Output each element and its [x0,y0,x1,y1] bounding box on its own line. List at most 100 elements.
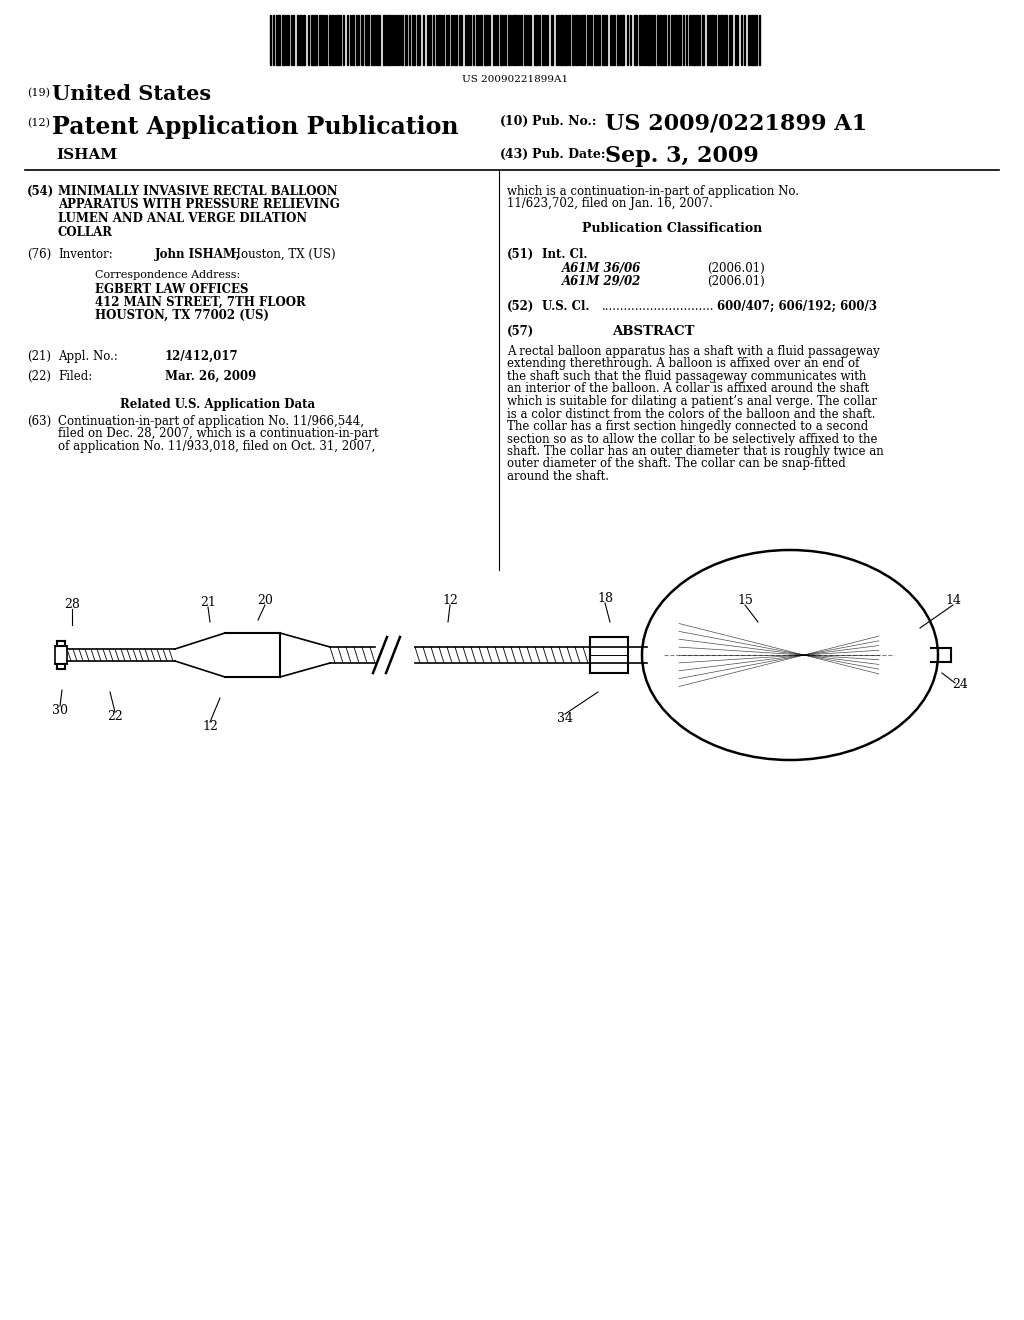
Bar [476,15,479,65]
Bar [406,15,407,65]
Bar [287,15,289,65]
Text: (12): (12) [27,117,50,128]
Text: (54): (54) [27,185,54,198]
Text: Int. Cl.: Int. Cl. [542,248,588,261]
Text: 20: 20 [257,594,273,607]
Text: around the shaft.: around the shaft. [507,470,609,483]
Bar [610,15,612,65]
Bar [647,15,650,65]
Text: Pub. No.:: Pub. No.: [532,115,597,128]
Bar [696,15,698,65]
Text: (63): (63) [27,414,51,428]
Bar [755,15,757,65]
Bar [707,15,709,65]
Bar [617,15,618,65]
Text: (2006.01): (2006.01) [707,261,765,275]
Text: Inventor:: Inventor: [58,248,113,261]
Bar [653,15,655,65]
Bar [644,15,646,65]
Bar [724,15,727,65]
Bar [412,15,415,65]
Bar [575,15,577,65]
Bar [529,15,531,65]
Bar [564,15,566,65]
Text: 22: 22 [108,710,123,722]
Text: 21: 21 [200,597,216,610]
Text: A61M 36/06: A61M 36/06 [562,261,641,275]
Text: Patent Application Publication: Patent Application Publication [52,115,459,139]
Bar [484,15,488,65]
Bar [352,15,354,65]
Text: which is suitable for dilating a patient’s anal verge. The collar: which is suitable for dilating a patient… [507,395,878,408]
Text: (43): (43) [500,148,529,161]
Bar [493,15,496,65]
Text: ABSTRACT: ABSTRACT [612,325,694,338]
Text: 12: 12 [202,719,218,733]
Text: John ISHAM,: John ISHAM, [155,248,241,261]
Text: section so as to allow the collar to be selectively affixed to the: section so as to allow the collar to be … [507,433,878,446]
Bar [361,15,362,65]
Bar [534,15,538,65]
Bar [315,15,317,65]
Bar [504,15,506,65]
Bar [303,15,305,65]
Text: (19): (19) [27,88,50,98]
Bar [598,15,600,65]
Bar [602,15,604,65]
Bar [674,15,677,65]
Bar [480,15,482,65]
Bar [663,15,666,65]
Bar [594,15,597,65]
Text: A rectal balloon apparatus has a shaft with a fluid passageway: A rectal balloon apparatus has a shaft w… [507,345,880,358]
Text: (10): (10) [500,115,529,128]
Bar [282,15,284,65]
Text: Correspondence Address:: Correspondence Address: [95,271,241,280]
Bar [660,15,662,65]
Text: extending therethrough. A balloon is affixed over an end of: extending therethrough. A balloon is aff… [507,358,859,371]
Bar [329,15,331,65]
Bar [748,15,750,65]
Text: which is a continuation-in-part of application No.: which is a continuation-in-part of appli… [507,185,799,198]
Text: 14: 14 [945,594,961,607]
Text: 18: 18 [597,593,613,606]
Text: Mar. 26, 2009: Mar. 26, 2009 [165,370,256,383]
Text: of application No. 11/933,018, filed on Oct. 31, 2007,: of application No. 11/933,018, filed on … [58,440,376,453]
Bar [620,15,624,65]
Bar [508,15,510,65]
Text: Filed:: Filed: [58,370,92,383]
Bar [639,15,641,65]
Bar [467,15,469,65]
Text: COLLAR: COLLAR [58,226,113,239]
Text: HOUSTON, TX 77002 (US): HOUSTON, TX 77002 (US) [95,309,269,322]
Text: (21): (21) [27,350,51,363]
Text: Related U.S. Application Data: Related U.S. Application Data [120,399,315,411]
Bar [373,15,375,65]
Text: the shaft such that the fluid passageway communicates with: the shaft such that the fluid passageway… [507,370,866,383]
Bar [613,15,615,65]
Text: filed on Dec. 28, 2007, which is a continuation-in-part: filed on Dec. 28, 2007, which is a conti… [58,428,379,441]
Text: shaft. The collar has an outer diameter that is roughly twice an: shaft. The collar has an outer diameter … [507,445,884,458]
Text: Pub. Date:: Pub. Date: [532,148,605,161]
Bar [429,15,431,65]
Text: an interior of the balloon. A collar is affixed around the shaft: an interior of the balloon. A collar is … [507,383,869,396]
Bar [376,15,380,65]
Text: outer diameter of the shaft. The collar can be snap-fitted: outer diameter of the shaft. The collar … [507,458,846,470]
Bar [689,15,691,65]
Text: Appl. No.:: Appl. No.: [58,350,118,363]
Text: LUMEN AND ANAL VERGE DILATION: LUMEN AND ANAL VERGE DILATION [58,213,307,224]
Bar [692,15,695,65]
Text: U.S. Cl.: U.S. Cl. [542,300,590,313]
Text: The collar has a first section hingedly connected to a second: The collar has a first section hingedly … [507,420,868,433]
Bar [442,15,444,65]
Text: 600/407; 606/192; 600/3: 600/407; 606/192; 600/3 [717,300,877,313]
Text: A61M 29/02: A61M 29/02 [562,275,641,288]
Text: 15: 15 [737,594,753,607]
Bar [657,15,659,65]
Text: US 20090221899A1: US 20090221899A1 [462,75,568,84]
Text: (76): (76) [27,248,51,261]
Bar [572,15,574,65]
Bar [551,15,553,65]
Bar [332,15,334,65]
Bar [582,15,585,65]
Bar [678,15,681,65]
